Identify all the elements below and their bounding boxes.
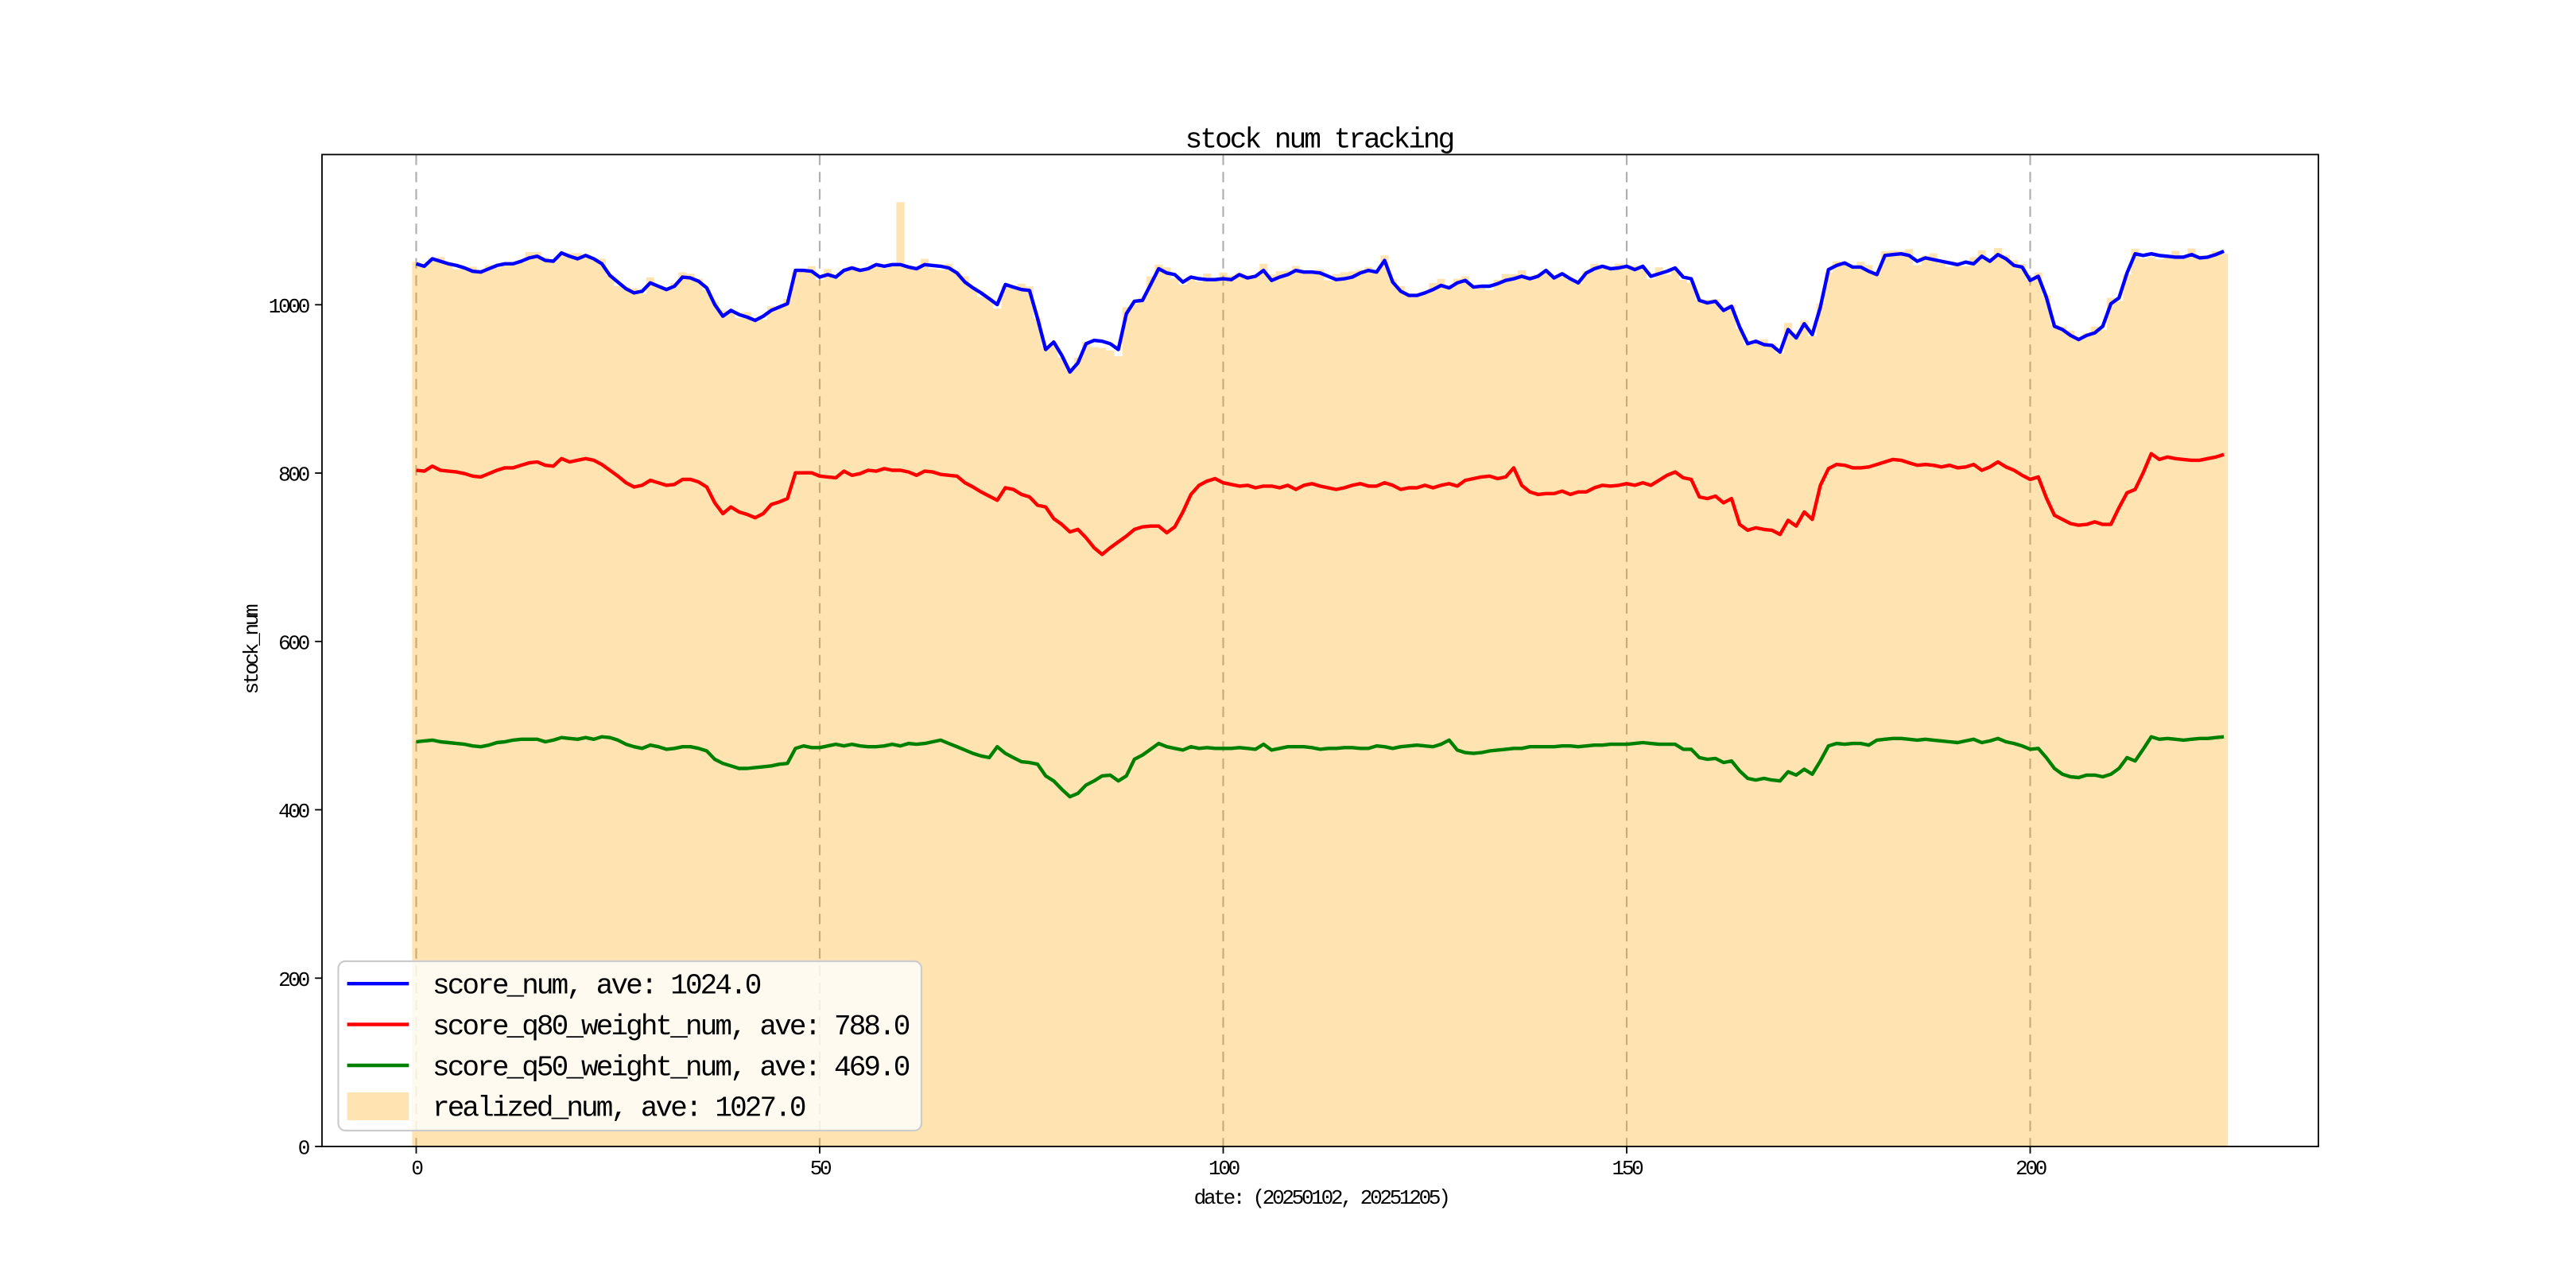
svg-text:stock num tracking: stock num tracking <box>1185 123 1453 156</box>
svg-text:realized_num, ave: 1027.0: realized_num, ave: 1027.0 <box>433 1092 805 1125</box>
svg-text:50: 50 <box>810 1157 831 1181</box>
svg-text:150: 150 <box>1612 1157 1643 1181</box>
svg-text:800: 800 <box>278 464 309 487</box>
svg-text:1000: 1000 <box>269 295 309 319</box>
svg-text:score_num, ave: 1024.0: score_num, ave: 1024.0 <box>433 970 761 1003</box>
svg-text:score_q80_weight_num, ave: 788: score_q80_weight_num, ave: 788.0 <box>433 1011 910 1043</box>
svg-text:0: 0 <box>411 1157 422 1181</box>
svg-text:score_q50_weight_num, ave: 469: score_q50_weight_num, ave: 469.0 <box>433 1051 910 1084</box>
svg-text:stock_num: stock_num <box>240 604 264 694</box>
svg-text:100: 100 <box>1208 1157 1240 1181</box>
svg-text:200: 200 <box>2015 1157 2046 1181</box>
svg-text:date: (20250102, 20251205): date: (20250102, 20251205) <box>1194 1186 1449 1210</box>
svg-text:200: 200 <box>278 968 309 992</box>
svg-text:0: 0 <box>298 1137 309 1161</box>
svg-text:600: 600 <box>278 631 309 655</box>
svg-text:400: 400 <box>278 800 309 824</box>
